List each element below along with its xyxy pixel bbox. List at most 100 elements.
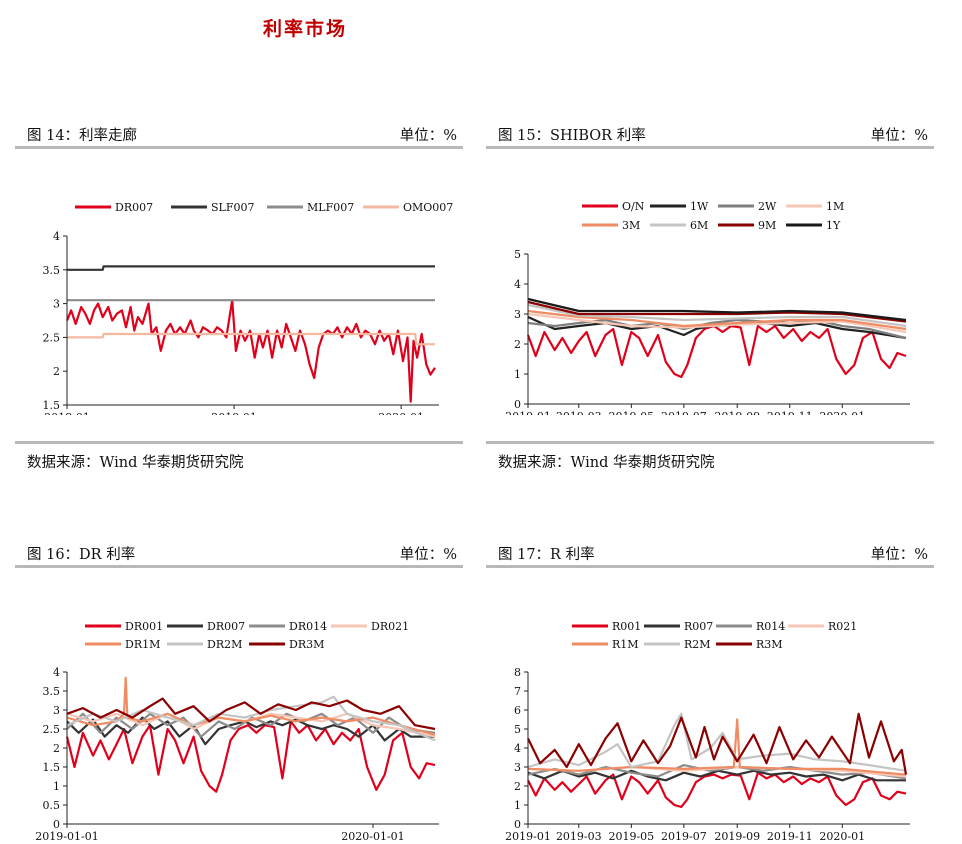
y-tick-label: 3.5	[43, 264, 61, 277]
y-tick-label: 3	[514, 761, 521, 774]
legend-label: DR2M	[207, 638, 242, 651]
y-tick-label: 1	[514, 799, 521, 812]
y-tick-label: 8	[514, 666, 521, 679]
chart-panel-15: 图 15：SHIBOR 利率 单位：% O/N 1W 2W 1M 3M 6M 9M 1Y 0 1 2…	[486, 118, 934, 415]
series-line	[526, 324, 907, 379]
chart-panel-16: 图 16：DR 利率 单位：% DR001 DR007 DR014 DR021 DR1M…	[15, 537, 463, 843]
series-line	[527, 712, 908, 775]
legend-label: MLF007	[307, 201, 354, 214]
legend-label: R2M	[684, 638, 711, 651]
y-tick-label: 2.5	[43, 723, 61, 736]
y-tick-label: 3	[53, 298, 60, 311]
x-tick-label: 2019-01	[505, 830, 551, 843]
x-tick-label: 2019-01	[505, 410, 551, 415]
series-line	[65, 720, 436, 793]
y-tick-label: 1.5	[43, 761, 61, 774]
legend-label: DR007	[115, 201, 153, 214]
chart-header: 图 16：DR 利率 单位：%	[15, 537, 463, 568]
y-tick-label: 3	[53, 704, 60, 717]
x-tick-label: 2019-09	[714, 830, 760, 843]
x-tick-label: 2019-11	[767, 410, 813, 415]
legend-label: OMO007	[403, 201, 453, 214]
y-tick-label: 1	[53, 780, 60, 793]
legend-label: DR007	[207, 620, 245, 633]
x-tick-label: 2018-01	[44, 411, 90, 415]
series-line	[527, 303, 907, 328]
chart-14-plot: DR007 SLF007 MLF007 OMO007 1.5 2 2.5 3 3.5 4 2018-…	[43, 201, 454, 415]
y-tick-label: 0	[514, 398, 521, 411]
x-tick-label: 2020-01-01	[341, 830, 404, 843]
chart-panel-17: 图 17：R 利率 单位：% R001 R007 R014 R021 R1M R2M R3M…	[486, 537, 934, 843]
y-tick-label: 2.5	[43, 331, 61, 344]
series-line	[66, 676, 436, 736]
x-tick-label: 2019-03	[556, 830, 602, 843]
legend-label: DR021	[371, 620, 409, 633]
legend-label: R007	[684, 620, 713, 633]
series-line	[67, 265, 435, 271]
x-tick-label: 2019-07	[661, 830, 707, 843]
series-line	[527, 300, 907, 323]
chart-title: 图 16：DR 利率	[27, 547, 136, 563]
y-tick-label: 2	[53, 365, 60, 378]
legend-label: DR014	[289, 620, 327, 633]
y-tick-label: 4	[514, 742, 521, 755]
chart-title: 图 15：SHIBOR 利率	[498, 128, 646, 144]
legend-label: 6M	[690, 219, 708, 232]
y-tick-label: 0	[53, 818, 60, 831]
y-tick-label: 1.5	[43, 399, 61, 412]
legend-label: 3M	[622, 219, 640, 232]
legend-label: R1M	[612, 638, 639, 651]
series-line	[527, 312, 907, 334]
legend-label: O/N	[622, 200, 645, 213]
x-tick-label: 2019-07	[661, 410, 707, 415]
series-line	[67, 332, 435, 346]
chart-panel-14: 图 14：利率走廊 单位：% DR007 SLF007 MLF007 OMO007 1.…	[15, 118, 463, 415]
x-tick-label: 2019-01	[211, 411, 257, 415]
legend-label: DR1M	[125, 638, 160, 651]
legend-label: R021	[828, 620, 857, 633]
source-note: 数据来源：Wind 华泰期货研究院	[27, 455, 244, 471]
series-line	[65, 299, 436, 403]
chart-title: 图 14：利率走廊	[27, 128, 138, 144]
legend-label: 1Y	[826, 219, 841, 232]
chart-header: 图 14：利率走廊 单位：%	[15, 118, 463, 149]
x-tick-label: 2019-05	[608, 830, 654, 843]
series-line	[527, 309, 907, 331]
y-tick-label: 7	[514, 685, 521, 698]
source-divider	[15, 441, 463, 444]
x-tick-label: 2019-01-01	[35, 830, 98, 843]
legend-label: DR3M	[289, 638, 324, 651]
chart-unit: 单位：%	[399, 547, 457, 563]
legend-label: 1M	[826, 200, 844, 213]
x-tick-label: 2020-01	[819, 830, 865, 843]
y-tick-label: 2	[514, 780, 521, 793]
y-tick-label: 4	[53, 230, 60, 243]
chart-17-plot: R001 R007 R014 R021 R1M R2M R3M 0 1 2 3 4 5 6 7 8 2019-0…	[505, 620, 910, 843]
legend-label: 9M	[758, 219, 776, 232]
chart-header: 图 17：R 利率 单位：%	[486, 537, 934, 568]
chart-16-plot: DR001 DR007 DR014 DR021 DR1M DR2M DR3M 0 0.5 1 1.5…	[35, 620, 439, 843]
series-line	[66, 712, 436, 738]
x-tick-label: 2019-09	[714, 410, 760, 415]
x-tick-label: 2020-01	[819, 410, 865, 415]
legend-label: DR001	[125, 620, 163, 633]
y-tick-label: 3.5	[43, 685, 61, 698]
legend-label: R3M	[756, 638, 783, 651]
y-tick-label: 1	[514, 368, 521, 381]
legend-label: 2W	[758, 200, 777, 213]
series-line	[527, 764, 907, 780]
x-tick-label: 2019-11	[767, 830, 813, 843]
chart-unit: 单位：%	[399, 128, 457, 144]
y-tick-label: 5	[514, 723, 521, 736]
chart-header: 图 15：SHIBOR 利率 单位：%	[486, 118, 934, 149]
legend-label: R001	[612, 620, 641, 633]
chart-title: 图 17：R 利率	[498, 547, 595, 563]
page-title: 利率市场	[262, 18, 347, 40]
series-line	[527, 769, 906, 782]
y-tick-label: 0	[514, 818, 521, 831]
x-tick-label: 2019-05	[608, 410, 654, 415]
y-tick-label: 4	[514, 278, 521, 291]
chart-unit: 单位：%	[870, 128, 928, 144]
y-tick-label: 4	[53, 666, 60, 679]
series-line	[527, 771, 907, 808]
